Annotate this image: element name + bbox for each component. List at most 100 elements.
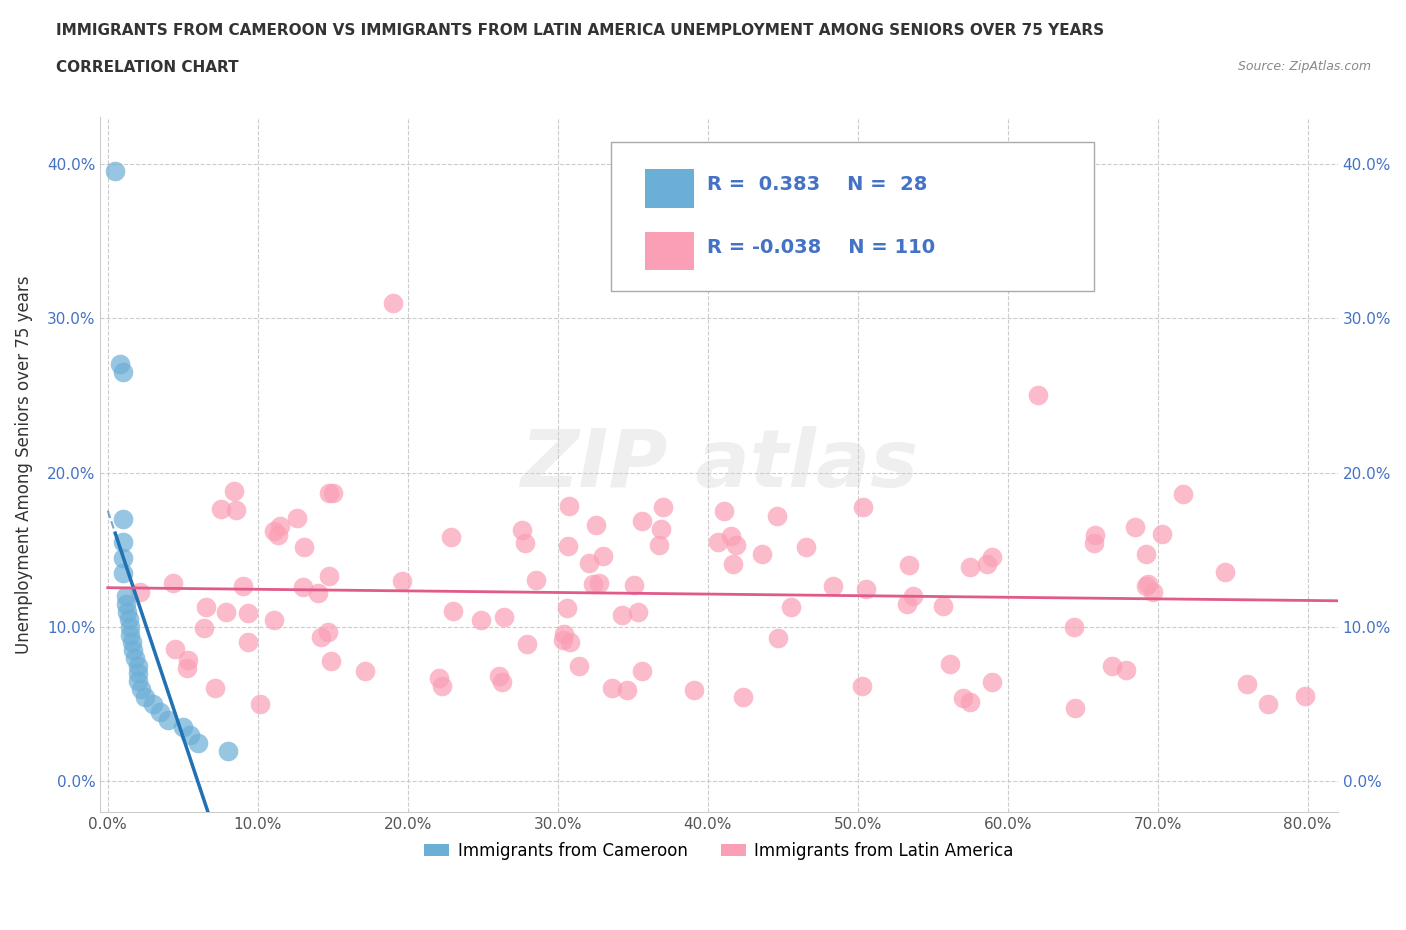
Point — [851, 679, 873, 694]
Point — [236, 634, 259, 649]
Point — [1123, 519, 1146, 534]
Point — [427, 671, 450, 685]
Point — [440, 530, 463, 545]
Point — [623, 578, 645, 592]
Point — [215, 604, 238, 619]
Text: R =  0.383    N =  28: R = 0.383 N = 28 — [707, 175, 927, 194]
Point — [391, 573, 413, 588]
Point — [1083, 536, 1105, 551]
Point — [560, 635, 582, 650]
Point — [120, 628, 142, 643]
Y-axis label: Unemployment Among Seniors over 75 years: Unemployment Among Seniors over 75 years — [15, 275, 32, 654]
Point — [269, 518, 291, 533]
Point — [557, 538, 579, 553]
Point — [129, 682, 152, 697]
Point — [111, 365, 134, 379]
Point — [1171, 487, 1194, 502]
Point — [432, 678, 454, 693]
Point — [896, 597, 918, 612]
Text: ZIP atlas: ZIP atlas — [520, 426, 918, 504]
Point — [626, 604, 648, 619]
Point — [204, 680, 226, 695]
Point — [588, 576, 610, 591]
Point — [162, 575, 184, 590]
Point — [592, 549, 614, 564]
Point — [706, 535, 728, 550]
Text: R = -0.038    N = 110: R = -0.038 N = 110 — [707, 238, 935, 257]
Point — [111, 535, 134, 550]
Point — [309, 630, 332, 644]
Point — [931, 599, 953, 614]
Point — [557, 600, 579, 615]
Point — [225, 502, 247, 517]
Point — [176, 660, 198, 675]
Point — [976, 557, 998, 572]
Point — [524, 573, 547, 588]
Point — [172, 720, 194, 735]
Point — [898, 558, 921, 573]
Point — [117, 604, 139, 619]
Point — [516, 637, 538, 652]
Point — [494, 610, 516, 625]
Point — [209, 501, 232, 516]
Point — [1294, 688, 1316, 703]
Point — [939, 657, 962, 671]
Point — [631, 513, 654, 528]
Point — [1152, 526, 1174, 541]
Point — [612, 607, 634, 622]
Point — [142, 697, 165, 711]
Point — [568, 658, 591, 673]
Point — [1135, 578, 1157, 593]
Point — [553, 626, 575, 641]
Point — [149, 705, 172, 720]
Point — [267, 527, 290, 542]
Point — [1213, 565, 1236, 580]
Point — [104, 164, 127, 179]
Point — [558, 498, 581, 513]
Point — [114, 589, 136, 604]
Point — [1236, 676, 1258, 691]
Point — [751, 547, 773, 562]
Point — [291, 579, 314, 594]
Point — [652, 499, 675, 514]
Point — [1026, 388, 1049, 403]
FancyBboxPatch shape — [645, 169, 695, 207]
Text: IMMIGRANTS FROM CAMEROON VS IMMIGRANTS FROM LATIN AMERICA UNEMPLOYMENT AMONG SEN: IMMIGRANTS FROM CAMEROON VS IMMIGRANTS F… — [56, 23, 1104, 38]
Point — [585, 518, 607, 533]
Point — [127, 673, 149, 688]
Point — [1115, 663, 1137, 678]
FancyBboxPatch shape — [645, 232, 695, 271]
Point — [724, 538, 747, 552]
Point — [318, 485, 340, 500]
Point — [127, 666, 149, 681]
Point — [768, 631, 790, 645]
Point — [114, 596, 136, 611]
Point — [118, 612, 141, 627]
Point — [124, 650, 146, 665]
Point — [647, 538, 669, 552]
Point — [111, 550, 134, 565]
Point — [1064, 700, 1087, 715]
Point — [513, 536, 536, 551]
Point — [128, 585, 150, 600]
Point — [120, 619, 142, 634]
Point — [952, 691, 974, 706]
Point — [1101, 658, 1123, 673]
Point — [731, 689, 754, 704]
Point — [981, 550, 1004, 565]
Point — [381, 295, 404, 310]
Legend: Immigrants from Cameroon, Immigrants from Latin America: Immigrants from Cameroon, Immigrants fro… — [418, 835, 1021, 867]
Point — [238, 605, 260, 620]
Point — [121, 635, 143, 650]
Point — [179, 727, 201, 742]
Point — [630, 664, 652, 679]
Point — [263, 524, 285, 538]
Point — [852, 499, 875, 514]
Point — [959, 695, 981, 710]
Point — [195, 600, 218, 615]
Point — [600, 681, 623, 696]
Point — [901, 589, 924, 604]
Point — [441, 604, 464, 618]
Point — [650, 522, 672, 537]
Point — [263, 612, 285, 627]
